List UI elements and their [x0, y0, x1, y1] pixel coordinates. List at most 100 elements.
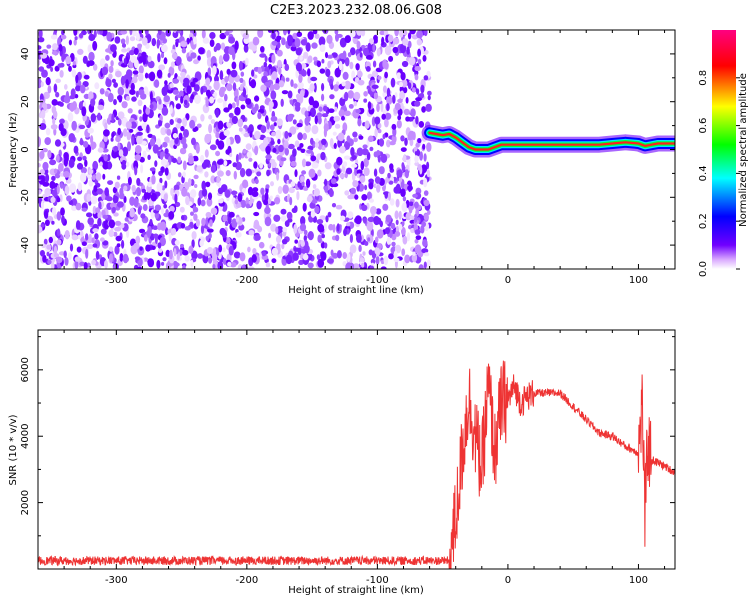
noise-blob — [343, 155, 351, 160]
noise-blob — [227, 261, 232, 267]
spectrogram-noise-field — [38, 30, 432, 269]
noise-blob — [101, 209, 106, 217]
noise-blob — [273, 214, 281, 222]
noise-blob — [86, 244, 94, 249]
noise-blob — [195, 218, 200, 228]
noise-blob — [161, 261, 165, 266]
noise-blob — [210, 164, 217, 173]
noise-blob — [417, 138, 422, 144]
noise-blob — [270, 116, 278, 122]
noise-blob — [115, 235, 122, 242]
noise-blob — [361, 148, 369, 156]
noise-blob — [117, 127, 122, 136]
noise-blob — [160, 159, 168, 166]
noise-blob — [321, 93, 325, 102]
noise-blob — [310, 155, 317, 162]
noise-blob — [82, 141, 89, 148]
noise-blob — [210, 175, 216, 184]
noise-blob — [150, 192, 157, 202]
noise-blob — [275, 235, 282, 244]
noise-blob — [107, 180, 114, 186]
y-tick-label: 20 — [20, 95, 31, 108]
noise-blob — [357, 79, 365, 86]
noise-blob — [86, 193, 91, 202]
noise-blob — [142, 204, 148, 211]
noise-blob — [294, 140, 300, 148]
noise-blob — [284, 130, 289, 139]
noise-blob — [383, 255, 389, 266]
noise-blob — [46, 251, 50, 257]
noise-blob — [121, 239, 125, 249]
noise-blob — [136, 266, 143, 269]
noise-blob — [79, 32, 84, 39]
noise-blob — [228, 36, 236, 44]
noise-blob — [92, 228, 99, 233]
noise-blob — [423, 252, 430, 257]
noise-blob — [320, 241, 325, 249]
noise-blob — [147, 133, 153, 138]
noise-blob — [394, 231, 401, 237]
noise-blob — [415, 97, 422, 102]
noise-blob — [129, 36, 136, 42]
noise-blob — [167, 72, 171, 78]
noise-blob — [365, 55, 373, 60]
noise-blob — [280, 215, 287, 222]
noise-blob — [304, 116, 310, 126]
snr-panel: -300 -200 -100 0 100 2000 4000 6000 Height of … — [8, 329, 676, 596]
noise-blob — [113, 145, 119, 152]
noise-blob — [171, 157, 177, 164]
noise-blob — [213, 46, 218, 53]
noise-blob — [160, 52, 165, 59]
noise-blob — [50, 66, 54, 72]
noise-blob — [289, 99, 293, 105]
noise-blob — [309, 107, 316, 118]
noise-blob — [190, 40, 194, 48]
noise-blob — [85, 248, 89, 259]
noise-blob — [39, 123, 47, 130]
noise-blob — [390, 222, 396, 229]
noise-blob — [226, 68, 231, 75]
noise-blob — [417, 48, 421, 57]
noise-blob — [276, 49, 283, 57]
noise-blob — [222, 247, 226, 253]
noise-blob — [209, 219, 213, 227]
noise-blob — [324, 242, 328, 249]
noise-blob — [271, 54, 276, 64]
noise-blob — [92, 243, 98, 248]
noise-blob — [84, 159, 88, 167]
noise-blob — [38, 189, 42, 195]
noise-blob — [403, 202, 407, 212]
noise-blob — [162, 141, 168, 148]
noise-blob — [356, 30, 363, 36]
noise-blob — [363, 217, 367, 224]
noise-blob — [393, 250, 398, 260]
noise-blob — [164, 180, 168, 189]
noise-blob — [118, 95, 123, 103]
noise-blob — [412, 251, 416, 256]
noise-blob — [135, 235, 141, 245]
noise-blob — [252, 36, 260, 46]
noise-blob — [231, 115, 238, 125]
noise-blob — [116, 243, 121, 248]
noise-blob — [71, 69, 77, 78]
noise-blob — [391, 241, 396, 247]
noise-blob — [253, 74, 258, 79]
noise-blob — [381, 113, 387, 120]
noise-blob — [327, 258, 334, 264]
noise-blob — [306, 149, 313, 154]
noise-blob — [397, 108, 403, 116]
noise-blob — [324, 178, 328, 187]
noise-blob — [102, 240, 109, 246]
noise-blob — [251, 254, 257, 263]
x-tick-label: -100 — [366, 575, 389, 586]
noise-blob — [217, 98, 224, 104]
noise-blob — [238, 152, 242, 160]
noise-blob — [288, 187, 295, 194]
noise-blob — [74, 256, 81, 262]
noise-blob — [239, 167, 246, 178]
noise-blob — [327, 211, 332, 218]
spectrogram-y-ticks: -40 -20 0 20 40 — [20, 29, 675, 270]
noise-blob — [60, 128, 67, 137]
noise-blob — [297, 81, 304, 89]
